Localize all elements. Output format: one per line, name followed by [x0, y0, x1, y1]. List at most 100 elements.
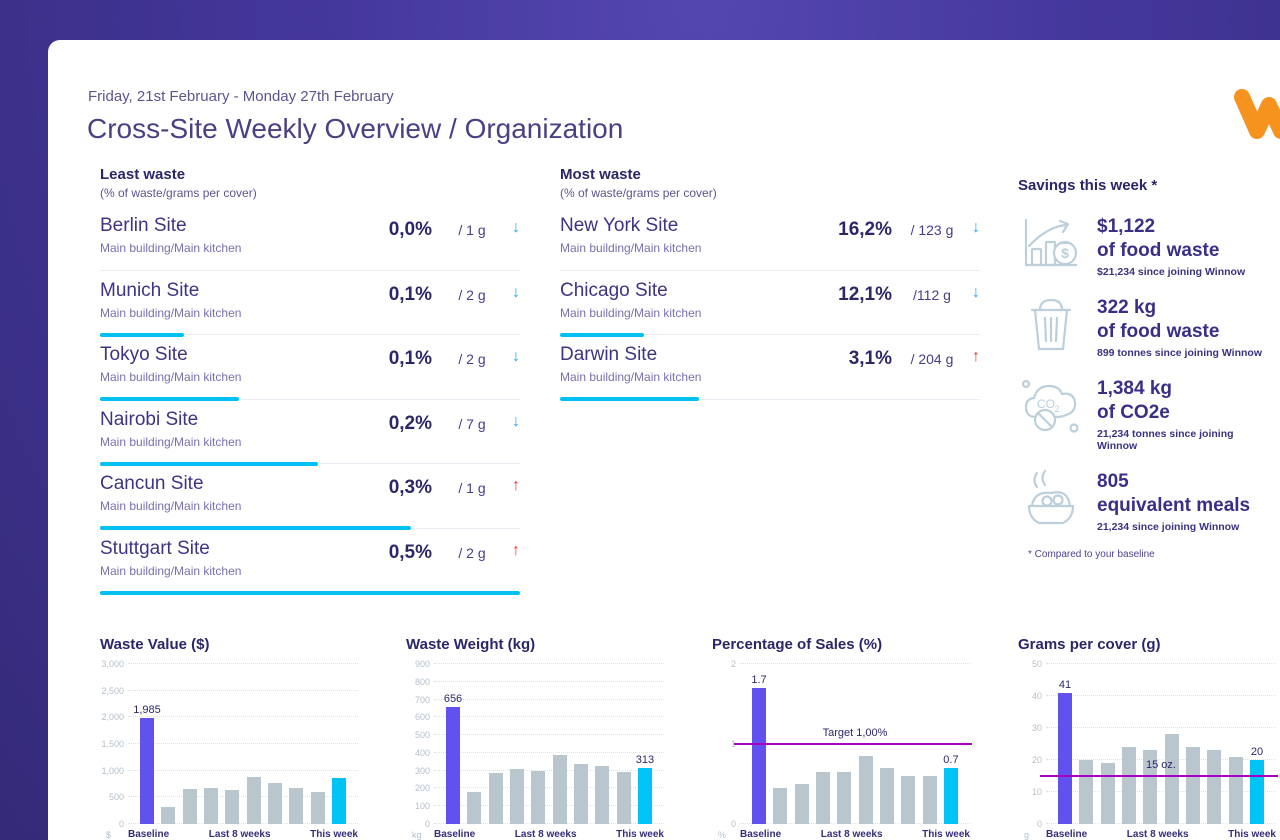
waste-percent: 12,1%	[838, 283, 892, 305]
y-tick-label: 20	[1031, 755, 1042, 765]
y-tick-label: 600	[414, 712, 430, 723]
waste-percent: 0,1%	[388, 348, 432, 369]
bar-week	[815, 772, 830, 824]
bar-week	[1100, 763, 1115, 824]
y-tick-label: 500	[108, 792, 124, 803]
meal-bowl-icon	[1018, 468, 1084, 530]
site-name: Tokyo Site	[100, 344, 188, 365]
grams-per-cover: / 1 g	[458, 480, 486, 496]
trend-down-arrow-icon: ↓	[972, 219, 980, 236]
site-name: Cancun Site	[100, 473, 204, 494]
gridline: 2,500	[101, 686, 358, 696]
y-tick-label: 0	[1036, 819, 1042, 829]
savings-label: equivalent meals	[1097, 495, 1251, 516]
y-tick-label: 0	[118, 819, 124, 829]
winnow-logo	[1234, 89, 1280, 139]
site-name: Berlin Site	[100, 215, 187, 236]
chart-plot: 0 10 20 30 40 50 41 20 15 oz.	[1032, 659, 1278, 829]
savings-subtext: 21,234 since joining Winnow	[1097, 521, 1240, 533]
site-row: Munich Site Main building/Main kitchen 0…	[100, 271, 520, 337]
bar-week	[182, 788, 197, 824]
bar-week	[225, 789, 240, 824]
y-tick-label: 200	[414, 783, 430, 794]
x-label-baseline: Baseline	[434, 829, 476, 840]
gridline: 40	[1032, 691, 1276, 701]
rank-progress-bar	[100, 526, 411, 530]
chart-grams-per-cover-g: Grams per cover (g) 0 10 20 30 40 50 41 20 15 oz.…	[1018, 636, 1278, 840]
gridline: 30	[1032, 723, 1276, 733]
savings-label: of food waste	[1097, 321, 1220, 342]
bar-week	[310, 792, 325, 824]
y-tick-label: 900	[414, 659, 430, 669]
y-tick-label: 1,500	[101, 739, 124, 749]
site-row: Berlin Site Main building/Main kitchen 0…	[100, 206, 520, 271]
axis-unit-label: kg	[412, 830, 422, 840]
x-label-last-8-weeks: Last 8 weeks	[1126, 829, 1189, 840]
least-waste-subheading: (% of waste/grams per cover)	[100, 186, 257, 200]
savings-heading: Savings this week *	[1018, 177, 1158, 194]
trend-down-arrow-icon: ↓	[512, 412, 520, 430]
svg-text:2: 2	[1054, 404, 1059, 414]
bar-week	[552, 754, 567, 824]
rank-progress-bar	[560, 332, 644, 337]
gridline: 2	[731, 659, 970, 669]
site-location: Main building/Main kitchen	[560, 241, 702, 255]
bar-value-label: 313	[635, 754, 655, 767]
x-label-baseline: Baseline	[128, 829, 170, 840]
gridline: 100	[415, 801, 664, 811]
money-growth-chart-icon: $	[1018, 213, 1084, 275]
bar-group: 656 313	[434, 664, 664, 824]
savings-item: 322 kg of food waste 899 tonnes since jo…	[1018, 294, 1276, 359]
bar-value-label: 0.7	[943, 754, 959, 766]
y-tick-label: 400	[414, 747, 430, 758]
y-tick-label: 30	[1031, 723, 1042, 733]
gridline: 0	[731, 819, 970, 829]
y-tick-label: 50	[1031, 659, 1042, 669]
trend-up-arrow-icon: ↑	[972, 348, 980, 365]
y-tick-label: 100	[414, 801, 430, 812]
gridline: 20	[1032, 755, 1276, 765]
grams-per-cover: / 2 g	[458, 286, 486, 303]
bar-week	[616, 772, 631, 824]
axis-unit-label: %	[718, 830, 727, 840]
grams-per-cover: / 7 g	[458, 415, 486, 432]
most-waste-list: New York Site Main building/Main kitchen…	[560, 206, 980, 401]
gridline: 0	[1037, 819, 1276, 829]
site-name: New York Site	[560, 215, 679, 236]
site-location: Main building/Main kitchen	[100, 305, 242, 320]
savings-subtext: 21,234 tonnes since joining Winnow	[1097, 428, 1234, 452]
bar-week	[837, 772, 852, 824]
gridline: 2,000	[101, 712, 358, 722]
site-row: New York Site Main building/Main kitchen…	[560, 206, 980, 271]
trend-down-arrow-icon: ↓	[512, 348, 520, 365]
site-name: Darwin Site	[560, 344, 658, 365]
waste-percent: 16,2%	[838, 219, 892, 240]
grams-per-cover: / 2 g	[458, 544, 486, 561]
most-waste-heading: Most waste	[560, 166, 641, 183]
bar-value-label: 41	[1058, 678, 1072, 691]
bar-week	[289, 788, 304, 824]
rank-progress-bar	[100, 397, 239, 401]
x-label-this-week: This week	[922, 829, 970, 840]
most-waste-header: Most waste (% of waste/grams per cover)	[560, 166, 717, 200]
waste-percent: 0,1%	[388, 283, 432, 305]
chart-waste-weight-kg: Waste Weight (kg) 0 100 200 300 400 500 600 700 8…	[406, 636, 664, 840]
page-title: Cross-Site Weekly Overview / Organizatio…	[87, 113, 624, 144]
bar-this-week: 0.7	[943, 754, 959, 824]
site-location: Main building/Main kitchen	[560, 305, 702, 320]
site-location: Main building/Main kitchen	[100, 499, 242, 513]
chart-waste-value: Waste Value ($) 0 500 1,000 1,500 2,000 2,500 3…	[100, 636, 358, 840]
bar-week	[879, 768, 894, 824]
bar-baseline: 41	[1058, 679, 1072, 824]
bar-week	[1164, 734, 1179, 824]
axis-unit-label: $	[106, 830, 112, 840]
grams-per-cover: / 204 g	[910, 351, 954, 367]
target-label: 15 oz.	[1146, 759, 1176, 771]
x-label-baseline: Baseline	[740, 829, 782, 840]
x-axis-labels: kg Baseline Last 8 weeks This week	[412, 829, 664, 840]
grams-per-cover: / 123 g	[910, 222, 954, 238]
site-location: Main building/Main kitchen	[560, 370, 702, 384]
chart-title: Waste Weight (kg)	[406, 636, 536, 653]
savings-value: 322 kg	[1097, 297, 1157, 318]
